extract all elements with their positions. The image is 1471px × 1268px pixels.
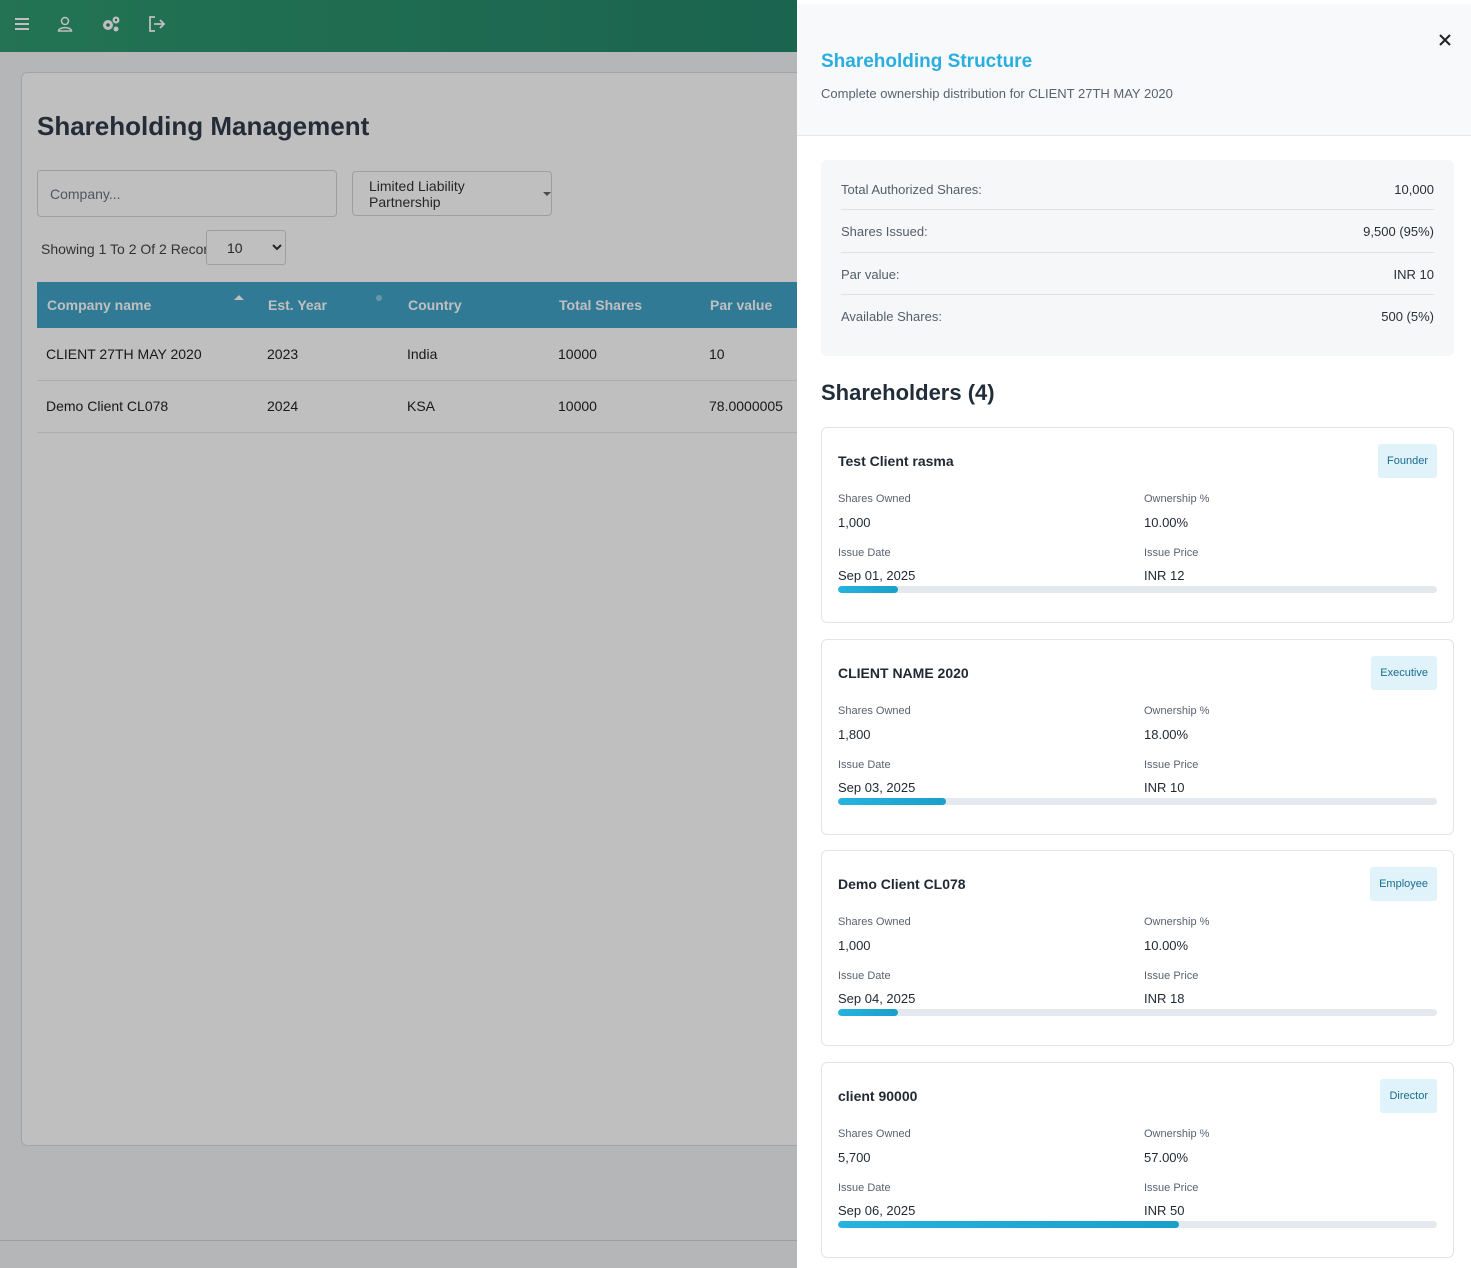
issue-price-label: Issue Price [1144,1182,1199,1194]
shareholder-card: client 90000 Director Shares Owned 5,700… [821,1062,1454,1258]
summary-divider [841,209,1434,210]
cell-est-year: 2024 [258,380,398,433]
issue-price-value: INR 10 [1144,780,1185,795]
shares-owned-label: Shares Owned [838,1128,911,1140]
issue-price-label: Issue Price [1144,759,1199,771]
summary-available-shares: Available Shares: 500 (5%) [841,309,1434,324]
shares-owned-value: 1,000 [838,938,871,953]
summary-divider [841,252,1434,253]
company-search-input[interactable] [37,170,337,217]
column-header-est-year[interactable]: Est. Year [258,282,398,328]
role-badge: Director [1380,1079,1437,1113]
ownership-progress-fill [838,798,946,805]
ownership-progress-fill [838,586,898,593]
ownership-progress-bar [838,586,1437,593]
share-summary: Total Authorized Shares: 10,000 Shares I… [821,160,1454,356]
issue-price-value: INR 18 [1144,991,1185,1006]
summary-par-value: Par value: INR 10 [841,267,1434,282]
records-count: Showing 1 To 2 Of 2 Records [41,241,223,257]
issue-price-value: INR 50 [1144,1203,1185,1218]
logout-icon[interactable] [145,12,169,36]
issue-date-label: Issue Date [838,1182,891,1194]
user-icon[interactable] [53,12,77,36]
caret-down-icon [543,191,551,196]
shareholding-structure-panel: Shareholding Structure Complete ownershi… [797,0,1471,1268]
company-type-dropdown[interactable]: Limited Liability Partnership [352,171,552,216]
ownership-progress-bar [838,798,1437,805]
shareholder-name: client 90000 [838,1088,918,1104]
cell-country: KSA [398,380,549,433]
cell-est-year: 2023 [258,328,398,381]
panel-subtitle: Complete ownership distribution for CLIE… [821,86,1173,101]
shareholder-card: Demo Client CL078 Employee Shares Owned … [821,850,1454,1046]
ownership-progress-bar [838,1221,1437,1228]
role-badge: Founder [1378,444,1437,478]
shareholder-card: Test Client rasma Founder Shares Owned 1… [821,427,1454,623]
table-row[interactable]: Demo Client CL078 2024 KSA 10000 78.0000… [37,380,817,433]
summary-total-authorized: Total Authorized Shares: 10,000 [841,182,1434,197]
shareholder-card: CLIENT NAME 2020 Executive Shares Owned … [821,639,1454,835]
ownership-value: 10.00% [1144,515,1189,530]
footer-divider [0,1240,800,1241]
issue-date-value: Sep 04, 2025 [838,991,916,1006]
page-size-select[interactable]: 10 [206,230,286,265]
panel-header: Shareholding Structure Complete ownershi… [797,4,1471,136]
issue-date-value: Sep 06, 2025 [838,1203,916,1218]
issue-price-label: Issue Price [1144,970,1199,982]
shareholder-name: Test Client rasma [838,453,954,469]
ownership-progress-bar [838,1009,1437,1016]
cell-total-shares: 10000 [549,380,700,433]
ownership-value: 57.00% [1144,1150,1189,1165]
shares-owned-value: 1,000 [838,515,871,530]
close-icon[interactable] [1435,30,1455,50]
content-card [21,72,821,1146]
cell-country: India [398,328,549,381]
role-badge: Employee [1370,867,1437,901]
column-header-country[interactable]: Country [398,282,549,328]
sort-asc-icon [234,295,244,300]
page-title: Shareholding Management [37,111,370,141]
companies-table: Company name Est. Year Country Total Sha… [37,282,817,433]
issue-date-label: Issue Date [838,759,891,771]
ownership-progress-fill [838,1221,1180,1228]
shares-owned-value: 1,800 [838,727,871,742]
ownership-value: 10.00% [1144,938,1189,953]
ownership-label: Ownership % [1144,916,1210,928]
sort-icon [376,295,382,301]
column-header-company-name[interactable]: Company name [37,282,258,328]
issue-date-label: Issue Date [838,547,891,559]
column-header-total-shares[interactable]: Total Shares [549,282,700,328]
cell-company-name: CLIENT 27TH MAY 2020 [37,328,258,381]
issue-price-value: INR 12 [1144,568,1185,583]
shares-owned-label: Shares Owned [838,705,911,717]
ownership-label: Ownership % [1144,493,1210,505]
issue-date-value: Sep 03, 2025 [838,780,916,795]
ownership-label: Ownership % [1144,1128,1210,1140]
issue-date-value: Sep 01, 2025 [838,568,916,583]
ownership-label: Ownership % [1144,705,1210,717]
cell-company-name: Demo Client CL078 [37,380,258,433]
issue-date-label: Issue Date [838,970,891,982]
shareholder-name: CLIENT NAME 2020 [838,665,969,681]
issue-price-label: Issue Price [1144,547,1199,559]
shares-owned-label: Shares Owned [838,916,911,928]
ownership-progress-fill [838,1009,898,1016]
shareholders-heading: Shareholders (4) [821,380,995,405]
panel-title: Shareholding Structure [821,51,1033,72]
menu-icon[interactable] [10,12,34,36]
cell-total-shares: 10000 [549,328,700,381]
shares-owned-label: Shares Owned [838,493,911,505]
role-badge: Executive [1371,656,1437,690]
shareholder-name: Demo Client CL078 [838,876,966,892]
summary-divider [841,294,1434,295]
ownership-value: 18.00% [1144,727,1189,742]
settings-icon[interactable] [99,12,123,36]
company-type-value: Limited Liability Partnership [369,177,465,210]
shares-owned-value: 5,700 [838,1150,871,1165]
summary-shares-issued: Shares Issued: 9,500 (95%) [841,224,1434,239]
